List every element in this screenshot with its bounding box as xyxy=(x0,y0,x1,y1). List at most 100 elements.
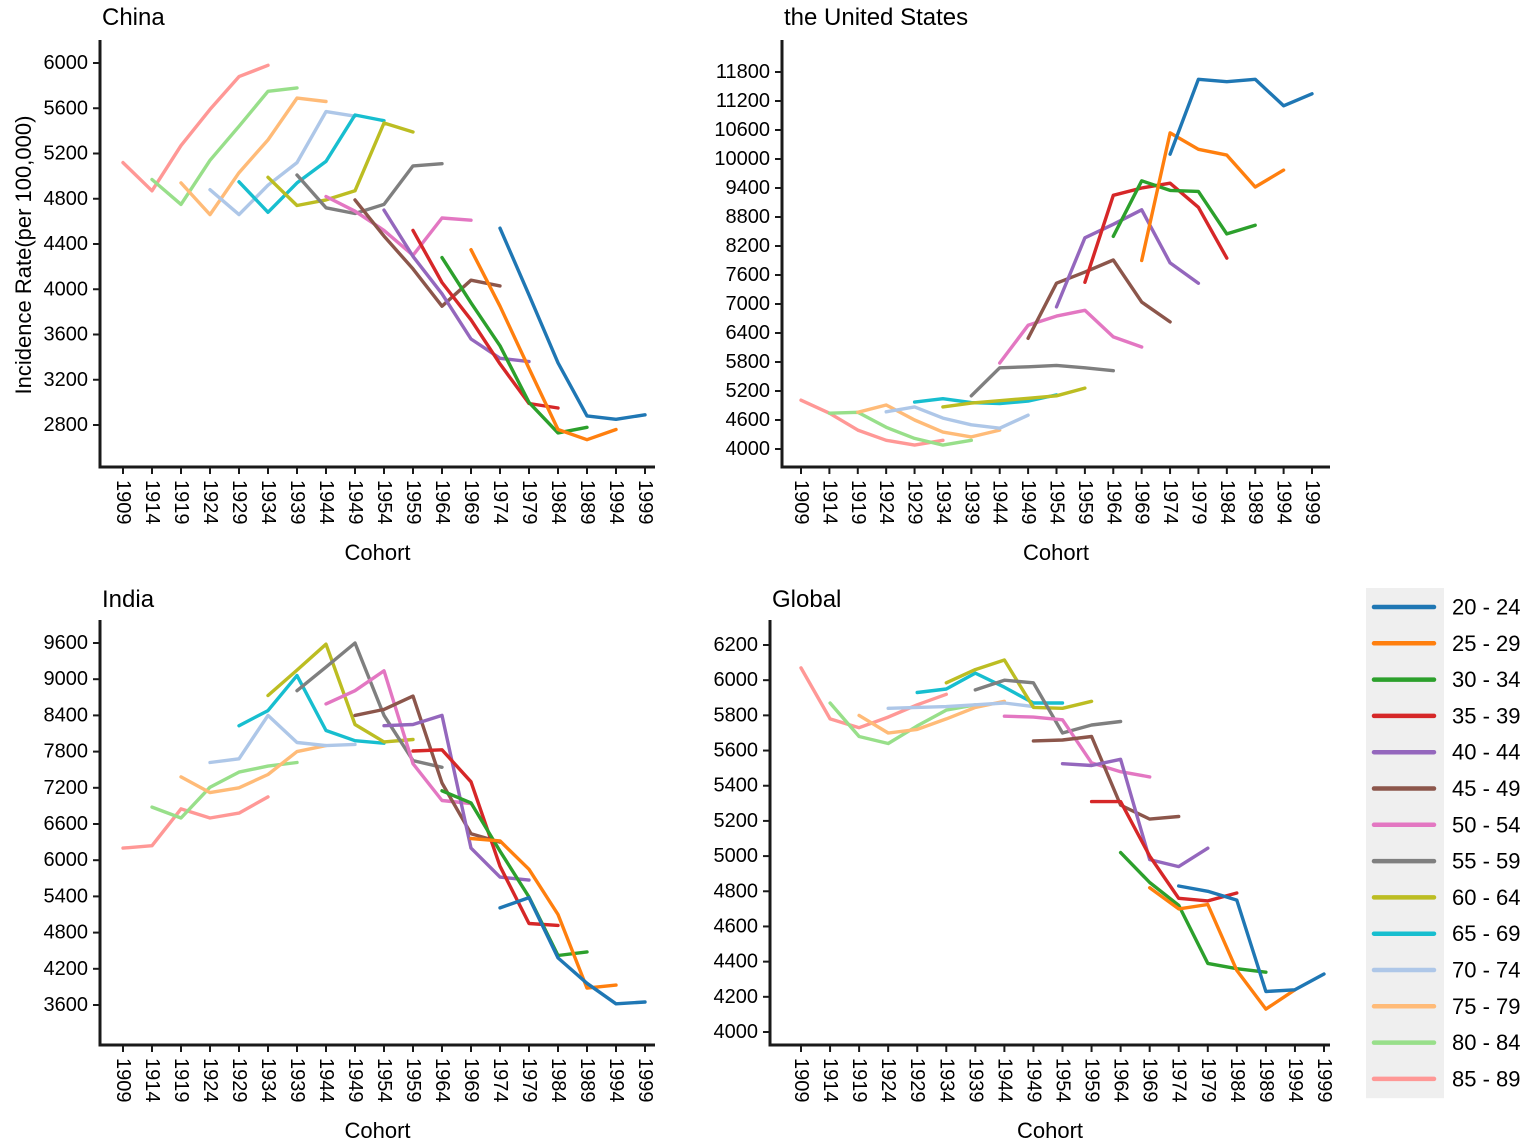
series-line-us-50-54 xyxy=(998,308,1144,365)
y-tick-label: 4200 xyxy=(44,958,89,980)
series-line-china-45-49 xyxy=(353,198,502,308)
x-tick-label: 1914 xyxy=(818,480,840,525)
y-tick-label: 3600 xyxy=(44,994,89,1016)
x-tick-label: 1944 xyxy=(989,480,1011,524)
x-tick-label: 1929 xyxy=(904,480,926,525)
x-tick-label: 1999 xyxy=(634,480,656,525)
y-tick-label: 4800 xyxy=(714,880,759,902)
x-tick-label: 1989 xyxy=(576,480,598,525)
y-tick-label: 4400 xyxy=(44,233,89,255)
x-tick-label: 1959 xyxy=(1074,480,1096,525)
series-line-global-40-44 xyxy=(1060,757,1210,869)
y-tick-label: 4400 xyxy=(714,951,759,973)
series-line-india-80-84 xyxy=(150,760,299,820)
legend-label-20-24: 20 - 24 xyxy=(1452,595,1521,620)
x-tick-label: 1979 xyxy=(518,1058,540,1103)
x-tick-label: 1949 xyxy=(344,1058,366,1103)
series-line-india-60-64 xyxy=(266,642,415,744)
y-tick-label: 8200 xyxy=(726,235,771,257)
series-line-us-85-89 xyxy=(799,398,945,447)
series-line-china-65-69 xyxy=(237,113,386,215)
x-tick-label: 1969 xyxy=(460,1058,482,1103)
series-line-global-50-54 xyxy=(1002,714,1152,779)
series-line-global-30-34 xyxy=(1118,850,1268,974)
y-tick-label: 8400 xyxy=(44,704,89,726)
series-line-china-70-74 xyxy=(208,109,357,217)
series-line-us-55-59 xyxy=(969,363,1116,398)
x-tick-label: 1944 xyxy=(315,1058,337,1103)
legend-label-60-64: 60 - 64 xyxy=(1452,885,1521,910)
x-tick-label: 1934 xyxy=(932,480,954,525)
x-tick-label: 1979 xyxy=(1197,1058,1219,1103)
series-line-us-45-49 xyxy=(1026,258,1172,340)
series-line-china-55-59 xyxy=(295,161,444,216)
y-tick-label: 11800 xyxy=(716,61,770,83)
y-tick-label: 5800 xyxy=(726,351,771,373)
x-tick-label: 1944 xyxy=(993,1058,1015,1103)
x-tick-label: 1939 xyxy=(964,1058,986,1103)
x-tick-label: 1964 xyxy=(431,1058,453,1103)
x-tick-label: 1944 xyxy=(315,480,337,525)
legend-label-80-84: 80 - 84 xyxy=(1452,1030,1521,1055)
x-axis-title-india: Cohort xyxy=(344,1118,410,1143)
panel-title-us: the United States xyxy=(784,4,968,31)
series-line-global-80-84 xyxy=(828,701,977,746)
series-line-india-30-34 xyxy=(440,789,589,958)
x-tick-label: 1989 xyxy=(1244,480,1266,525)
y-tick-label: 2800 xyxy=(44,414,89,436)
x-tick-label: 1999 xyxy=(1301,480,1323,525)
y-tick-label: 5200 xyxy=(726,380,771,402)
y-tick-label: 4000 xyxy=(714,1021,759,1043)
x-tick-label: 1949 xyxy=(1017,480,1039,525)
series-line-china-35-39 xyxy=(411,228,560,410)
x-tick-label: 1959 xyxy=(402,480,424,525)
legend-label-55-59: 55 - 59 xyxy=(1452,849,1521,874)
x-tick-label: 1934 xyxy=(935,1058,957,1103)
series-line-global-25-29 xyxy=(1147,886,1297,1011)
x-tick-label: 1954 xyxy=(1052,1058,1074,1103)
series-line-india-70-74 xyxy=(208,713,357,765)
series-line-global-75-79 xyxy=(857,699,1007,735)
x-tick-label: 1924 xyxy=(199,1058,221,1103)
x-tick-label: 1999 xyxy=(634,1058,656,1103)
y-tick-label: 4600 xyxy=(714,915,759,937)
y-axis-label: Incidence Rate(per 100,000) xyxy=(11,115,36,395)
x-tick-label: 1924 xyxy=(877,1058,899,1103)
y-tick-label: 5200 xyxy=(714,810,759,832)
x-tick-label: 1909 xyxy=(790,1058,812,1103)
x-tick-label: 1974 xyxy=(1159,480,1181,525)
x-tick-label: 1969 xyxy=(1139,1058,1161,1103)
x-tick-label: 1909 xyxy=(790,480,812,525)
y-tick-label: 4000 xyxy=(44,278,89,300)
series-line-global-35-39 xyxy=(1089,799,1239,903)
y-tick-label: 4800 xyxy=(44,922,89,944)
series-line-global-85-89 xyxy=(799,666,948,730)
x-tick-label: 1994 xyxy=(1273,480,1295,525)
y-tick-label: 6200 xyxy=(714,634,759,656)
series-line-global-20-24 xyxy=(1176,884,1326,994)
x-tick-label: 1934 xyxy=(257,480,279,525)
y-tick-label: 6000 xyxy=(44,849,89,871)
x-tick-label: 1919 xyxy=(170,1058,192,1103)
x-tick-label: 1909 xyxy=(112,480,134,525)
x-tick-label: 1999 xyxy=(1313,1058,1335,1103)
x-tick-label: 1924 xyxy=(875,480,897,525)
series-line-china-40-44 xyxy=(382,208,531,364)
series-line-india-20-24 xyxy=(498,895,647,1006)
x-tick-label: 1954 xyxy=(1046,480,1068,525)
y-tick-label: 7000 xyxy=(726,293,771,315)
legend-label-45-49: 45 - 49 xyxy=(1452,776,1521,801)
series-line-china-60-64 xyxy=(266,121,415,208)
x-axis-title-global: Cohort xyxy=(1017,1118,1083,1143)
legend-label-25-29: 25 - 29 xyxy=(1452,631,1521,656)
x-tick-label: 1924 xyxy=(199,480,221,525)
x-tick-label: 1994 xyxy=(1284,1058,1306,1103)
y-tick-label: 4600 xyxy=(726,409,771,431)
x-tick-label: 1929 xyxy=(228,480,250,525)
x-tick-label: 1964 xyxy=(431,480,453,525)
legend-label-65-69: 65 - 69 xyxy=(1452,921,1521,946)
x-tick-label: 1984 xyxy=(1216,480,1238,525)
series-line-us-25-29 xyxy=(1139,131,1286,263)
y-tick-label: 3600 xyxy=(44,324,89,346)
